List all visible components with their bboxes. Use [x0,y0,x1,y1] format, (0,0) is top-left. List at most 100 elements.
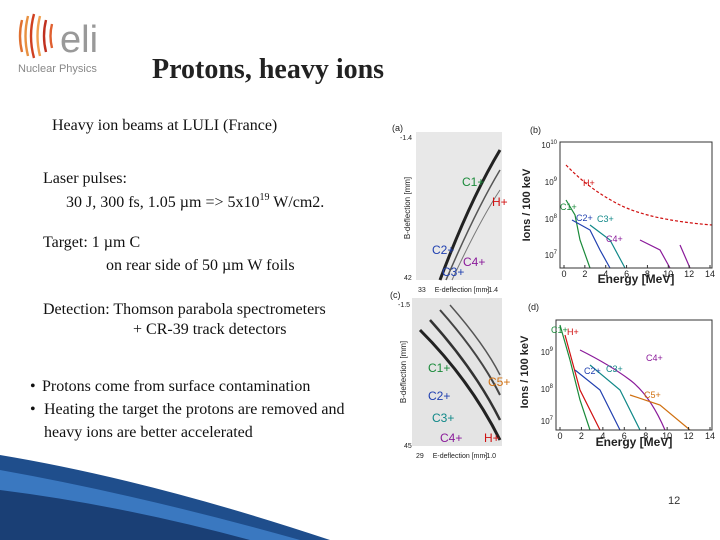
species-label: C1+ [428,361,450,375]
tick-base: 10 [545,178,554,187]
target-line: on rear side of 50 µm W foils [106,257,295,274]
species-label: H+ [484,431,500,445]
bullet-text: Protons come from surface contamination [42,378,310,395]
y-tick-label: 109 [545,177,558,187]
tick-base: 10 [545,215,554,224]
tick-label: 29 [416,453,424,460]
x-tick-label: 2 [582,269,587,279]
species-label: C4+ [646,353,663,363]
laser-exponent: 19 [260,192,270,203]
logo: eli Nuclear Physics [18,13,98,75]
x-tick-label: 12 [684,269,694,279]
tick-base: 10 [541,348,550,357]
tick-exponent: 8 [550,384,554,390]
tick-exponent: 7 [550,416,554,422]
y-tick-label: 108 [541,384,554,394]
laser-units: W/cm2. [270,194,325,211]
tick-exponent: 10 [550,140,557,146]
species-label: C1+ [560,202,577,212]
species-label: C3+ [432,411,454,425]
panel-label: (b) [530,125,541,135]
tick-base: 10 [541,417,550,426]
y-tick-label: 107 [541,416,554,426]
axis-title: Ions / 100 keV [519,335,531,408]
tick-exponent: 9 [554,177,558,183]
tick-base: 10 [541,141,550,150]
axis-title: E-deflection [mm] [435,287,490,294]
tick-label: 33 [418,287,426,294]
tick-label: -1.5 [398,302,410,309]
y-tick-label: 109 [541,347,554,357]
species-label: C3+ [597,214,614,224]
bullet: • [30,401,36,418]
y-tick-label: 108 [545,214,558,224]
bullet: • [30,378,36,395]
x-tick-label: 14 [705,431,715,441]
panel-label: (a) [392,123,403,133]
tick-label: 45 [404,443,412,450]
detection-line: Detection: Thomson parabola spectrometer… [43,301,326,318]
x-tick-label: 6 [624,269,629,279]
parabola-image [412,132,502,446]
species-label: C2+ [576,213,593,223]
laser-heading: Laser pulses: [43,170,127,187]
tick-label: -1.4 [400,135,412,142]
x-tick-label: 0 [561,269,566,279]
panel-label: (d) [528,302,539,312]
title: Protons, heavy ions [152,54,384,85]
tick-base: 10 [541,385,550,394]
page-number: 12 [668,495,680,507]
x-tick-label: 8 [643,431,648,441]
bullet-text: Heating the target the protons are remov… [44,401,344,418]
spectra-curves [559,164,713,431]
wave-decoration [0,455,330,540]
species-label: H+ [492,195,508,209]
x-tick-label: 8 [645,269,650,279]
x-tick-label: 14 [705,269,715,279]
axis-title: Ions / 100 keV [521,168,533,241]
axis-title: B-deflection [mm] [403,177,412,239]
panel-label: (c) [390,290,401,300]
target-line: Target: 1 µm C [43,234,140,251]
x-tick-label: 4 [600,431,605,441]
species-label: C4+ [440,431,462,445]
plot-frame [559,141,713,269]
x-tick-label: 10 [662,431,672,441]
tick-label: -1.0 [484,453,496,460]
species-label: C5+ [488,375,510,389]
x-tick-label: 4 [603,269,608,279]
tick-label: 42 [404,275,412,282]
subtitle: Heavy ion beams at LULI (France) [52,117,277,134]
y-tick-label: 1010 [541,140,557,150]
logo-name: eli [60,19,98,61]
axis-title: E-deflection [mm] [433,453,488,460]
logo-subtitle: Nuclear Physics [18,63,97,75]
x-tick-label: 10 [663,269,673,279]
species-label: H+ [567,327,579,337]
species-label: C2+ [428,389,450,403]
species-label: C2+ [432,243,454,257]
axis-title: Energy [MeV] [596,435,673,449]
axis-title: B-deflection [mm] [399,341,408,403]
species-label: C1+ [551,325,568,335]
species-label: C2+ [584,366,601,376]
species-label: C3+ [606,364,623,374]
x-tick-label: 12 [684,431,694,441]
species-label: C5+ [644,390,661,400]
tick-exponent: 7 [554,250,558,256]
axis-title: Energy [MeV] [598,272,675,286]
laser-line: 30 J, 300 fs, 1.05 µm => 5x1019 W/cm2. [66,192,324,211]
plot-frame [555,319,713,431]
x-tick-label: 6 [622,431,627,441]
laser-text: 30 J, 300 fs, 1.05 µm => 5x10 [66,194,260,211]
species-label: C3+ [442,265,464,279]
species-label: C4+ [606,234,623,244]
x-tick-label: 0 [557,431,562,441]
tick-exponent: 9 [550,347,554,353]
y-tick-label: 107 [545,250,558,260]
species-label: C1+ [462,175,484,189]
tick-label: -1.4 [486,287,498,294]
detection-line: + CR-39 track detectors [133,321,286,338]
tick-base: 10 [545,251,554,260]
